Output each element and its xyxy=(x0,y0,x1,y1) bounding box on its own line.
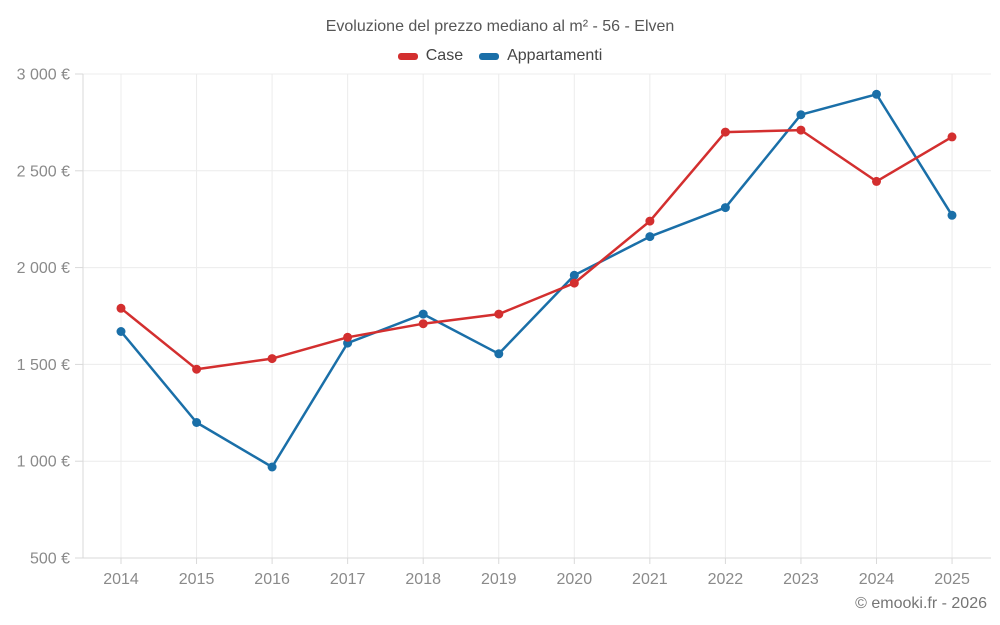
x-tick-label-2025: 2025 xyxy=(934,571,970,588)
data-point-appartamenti-2021[interactable] xyxy=(645,232,655,242)
x-tick-label-2021: 2021 xyxy=(632,571,668,588)
x-tick-label-2018: 2018 xyxy=(405,571,441,588)
y-tick-label-1000: 1 000 € xyxy=(17,454,70,471)
data-point-appartamenti-2018[interactable] xyxy=(418,309,428,319)
chart-title: Evoluzione del prezzo mediano al m² - 56… xyxy=(325,18,675,35)
x-tick-label-2017: 2017 xyxy=(330,571,366,588)
y-tick-label-500: 500 € xyxy=(30,551,70,568)
x-tick-label-2014: 2014 xyxy=(103,571,139,588)
x-tick-label-2022: 2022 xyxy=(708,571,744,588)
legend-label-appartamenti: Appartamenti xyxy=(507,47,603,64)
legend-label-case: Case xyxy=(425,47,464,64)
y-tick-label-1500: 1 500 € xyxy=(17,357,70,374)
data-point-appartamenti-2023[interactable] xyxy=(796,110,806,120)
data-point-appartamenti-2022[interactable] xyxy=(720,203,730,213)
chart-legend: Case Appartamenti xyxy=(0,47,1000,65)
y-tick-label-2500: 2 500 € xyxy=(17,163,70,180)
data-point-case-2017[interactable] xyxy=(343,332,353,342)
series-line-appartamenti xyxy=(119,93,954,469)
x-tick-label-2020: 2020 xyxy=(557,571,593,588)
y-tick-label-2000: 2 000 € xyxy=(17,260,70,277)
data-point-case-2021[interactable] xyxy=(645,216,655,226)
legend-item-appartamenti[interactable]: Appartamenti xyxy=(479,47,602,65)
data-point-case-2018[interactable] xyxy=(418,319,428,329)
data-point-case-2019[interactable] xyxy=(494,309,504,319)
data-point-appartamenti-2019[interactable] xyxy=(494,349,504,359)
x-tick-label-2023: 2023 xyxy=(783,571,819,588)
y-tick-label-3000: 3 000 € xyxy=(17,67,70,84)
data-point-case-2020[interactable] xyxy=(569,278,579,288)
data-point-appartamenti-2015[interactable] xyxy=(192,418,202,427)
legend-item-case[interactable]: Case xyxy=(397,47,464,65)
data-point-appartamenti-2024[interactable] xyxy=(872,89,881,99)
data-point-case-2024[interactable] xyxy=(872,176,881,186)
data-point-case-2023[interactable] xyxy=(796,125,806,135)
x-tick-label-2016: 2016 xyxy=(254,571,290,588)
data-point-appartamenti-2020[interactable] xyxy=(569,270,579,280)
copyright-credit: © emooki.fr - 2026 xyxy=(855,595,987,612)
x-tick-label-2019: 2019 xyxy=(481,571,517,588)
x-tick-label-2024: 2024 xyxy=(859,571,895,588)
data-point-case-2025[interactable] xyxy=(947,132,957,142)
data-point-case-2015[interactable] xyxy=(192,364,202,374)
series-line-case xyxy=(119,128,954,371)
data-point-appartamenti-2025[interactable] xyxy=(947,210,957,220)
data-point-appartamenti-2016[interactable] xyxy=(267,462,277,472)
data-point-case-2016[interactable] xyxy=(267,354,277,364)
data-point-case-2022[interactable] xyxy=(720,127,730,137)
appartamenti-series-swatch xyxy=(479,52,500,60)
data-point-case-2014[interactable] xyxy=(116,303,126,313)
case-series-swatch xyxy=(397,52,418,60)
x-tick-label-2015: 2015 xyxy=(179,571,215,588)
data-point-appartamenti-2014[interactable] xyxy=(116,327,126,336)
